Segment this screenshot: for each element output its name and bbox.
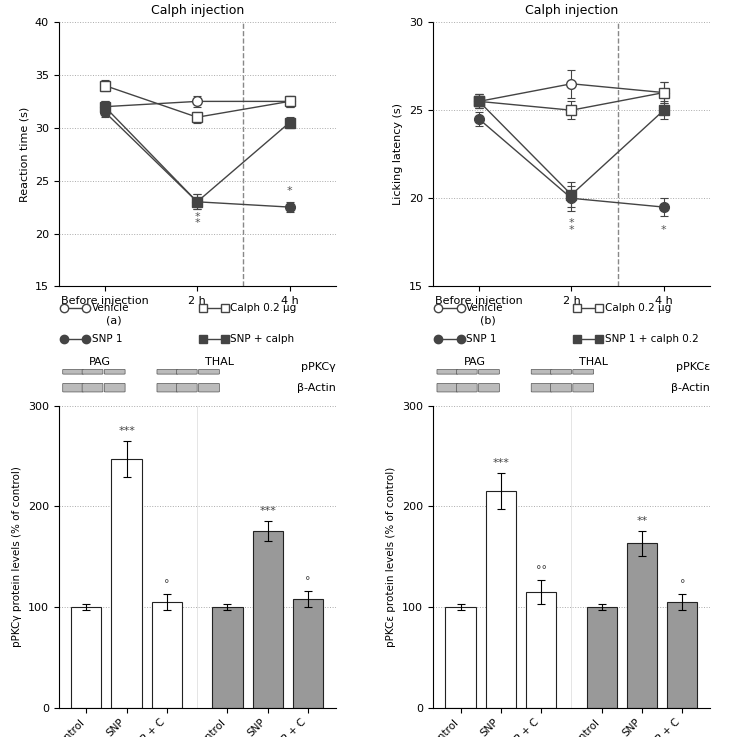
FancyBboxPatch shape <box>104 383 125 392</box>
Bar <box>111 459 142 708</box>
Bar <box>586 607 617 708</box>
Text: **: ** <box>636 517 648 526</box>
Text: °°: °° <box>536 565 547 575</box>
FancyBboxPatch shape <box>82 369 103 374</box>
Text: SNP + calph: SNP + calph <box>231 334 294 343</box>
FancyBboxPatch shape <box>456 383 477 392</box>
FancyBboxPatch shape <box>104 369 125 374</box>
Text: *: * <box>661 225 667 234</box>
Bar <box>152 602 182 708</box>
Text: SNP 1: SNP 1 <box>92 334 122 343</box>
Text: β-Actin: β-Actin <box>297 383 336 393</box>
Text: (b): (b) <box>480 315 496 326</box>
Bar <box>486 491 516 708</box>
Text: Vehicle: Vehicle <box>92 303 130 312</box>
Bar <box>293 598 324 708</box>
Y-axis label: pPKCε protein levels (% of control): pPKCε protein levels (% of control) <box>386 467 397 646</box>
FancyBboxPatch shape <box>63 383 83 392</box>
Y-axis label: pPKCγ protein levels (% of control): pPKCγ protein levels (% of control) <box>12 466 22 647</box>
Title: Calph injection: Calph injection <box>525 4 618 17</box>
Text: *: * <box>195 212 200 223</box>
FancyBboxPatch shape <box>550 369 572 374</box>
Text: PAG: PAG <box>89 357 111 367</box>
Bar <box>627 543 657 708</box>
FancyBboxPatch shape <box>176 383 197 392</box>
Text: °: ° <box>679 579 685 589</box>
Text: ***: *** <box>118 426 135 436</box>
Text: THAL: THAL <box>579 357 608 367</box>
Text: *: * <box>569 225 574 234</box>
FancyBboxPatch shape <box>531 383 552 392</box>
Text: (a): (a) <box>106 315 122 326</box>
FancyBboxPatch shape <box>437 383 458 392</box>
FancyBboxPatch shape <box>63 369 83 374</box>
Text: THAL: THAL <box>205 357 234 367</box>
Text: ***: *** <box>493 458 509 468</box>
FancyBboxPatch shape <box>573 383 594 392</box>
FancyBboxPatch shape <box>157 383 178 392</box>
Bar <box>667 602 698 708</box>
FancyBboxPatch shape <box>456 369 477 374</box>
Text: pPKCε: pPKCε <box>676 362 710 371</box>
Text: *: * <box>287 186 292 196</box>
FancyBboxPatch shape <box>531 369 552 374</box>
Bar <box>445 607 476 708</box>
FancyBboxPatch shape <box>82 383 103 392</box>
Text: β-Actin: β-Actin <box>671 383 710 393</box>
Bar <box>526 592 556 708</box>
Bar <box>253 531 283 708</box>
Y-axis label: Licking latency (s): Licking latency (s) <box>393 103 403 205</box>
Text: Calph 0.2 μg: Calph 0.2 μg <box>231 303 296 312</box>
FancyBboxPatch shape <box>550 383 572 392</box>
FancyBboxPatch shape <box>198 383 220 392</box>
Text: PAG: PAG <box>463 357 485 367</box>
FancyBboxPatch shape <box>479 383 499 392</box>
FancyBboxPatch shape <box>157 369 178 374</box>
Bar <box>71 607 102 708</box>
FancyBboxPatch shape <box>198 369 220 374</box>
FancyBboxPatch shape <box>573 369 594 374</box>
Text: *: * <box>569 217 574 228</box>
Text: *: * <box>195 217 200 228</box>
Y-axis label: Reaction time (s): Reaction time (s) <box>19 107 29 202</box>
Text: SNP 1: SNP 1 <box>466 334 496 343</box>
Text: Calph 0.2 μg: Calph 0.2 μg <box>605 303 671 312</box>
FancyBboxPatch shape <box>437 369 458 374</box>
Text: ***: *** <box>259 506 276 516</box>
Text: Vehicle: Vehicle <box>466 303 504 312</box>
Text: pPKCγ: pPKCγ <box>301 362 336 371</box>
Bar <box>212 607 242 708</box>
Text: °: ° <box>164 579 170 589</box>
Text: °: ° <box>305 576 311 586</box>
Title: Calph injection: Calph injection <box>151 4 244 17</box>
FancyBboxPatch shape <box>176 369 197 374</box>
Text: SNP 1 + calph 0.2: SNP 1 + calph 0.2 <box>605 334 698 343</box>
FancyBboxPatch shape <box>479 369 499 374</box>
